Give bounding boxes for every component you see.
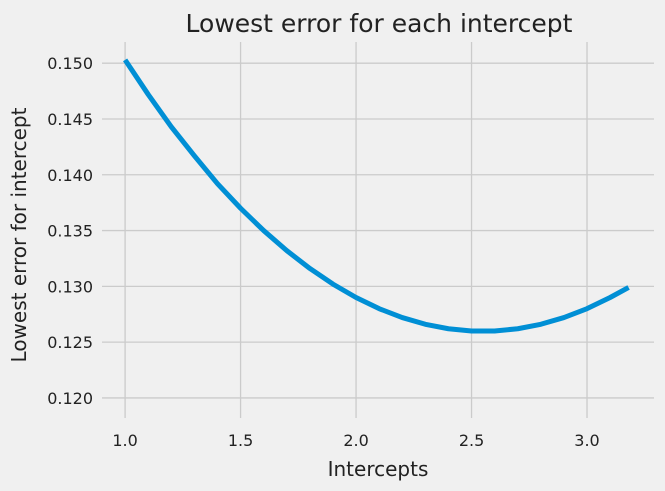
- y-tick-label: 0.120: [47, 389, 93, 408]
- y-tick-label: 0.150: [47, 54, 93, 73]
- y-tick-label: 0.145: [47, 110, 93, 129]
- chart-title: Lowest error for each intercept: [186, 9, 573, 38]
- series-line: [123, 58, 630, 334]
- x-tick-label: 2.5: [459, 431, 484, 450]
- grid-lines: [102, 42, 654, 418]
- x-tick-label: 2.0: [343, 431, 368, 450]
- tick-labels: 1.0 1.5 2.0 2.5 3.0 0.120 0.125 0.130 0.135 0.140…: [47, 54, 600, 450]
- y-tick-label: 0.125: [47, 333, 93, 352]
- y-tick-label: 0.140: [47, 166, 93, 185]
- y-tick-label: 0.135: [47, 222, 93, 241]
- y-tick-label: 0.130: [47, 277, 93, 296]
- y-axis-label: Lowest error for intercept: [7, 107, 31, 362]
- x-tick-label: 1.5: [228, 431, 253, 450]
- x-tick-label: 3.0: [574, 431, 599, 450]
- x-axis-label: Intercepts: [328, 457, 429, 481]
- series-lines: [123, 58, 630, 334]
- x-tick-label: 1.0: [112, 431, 137, 450]
